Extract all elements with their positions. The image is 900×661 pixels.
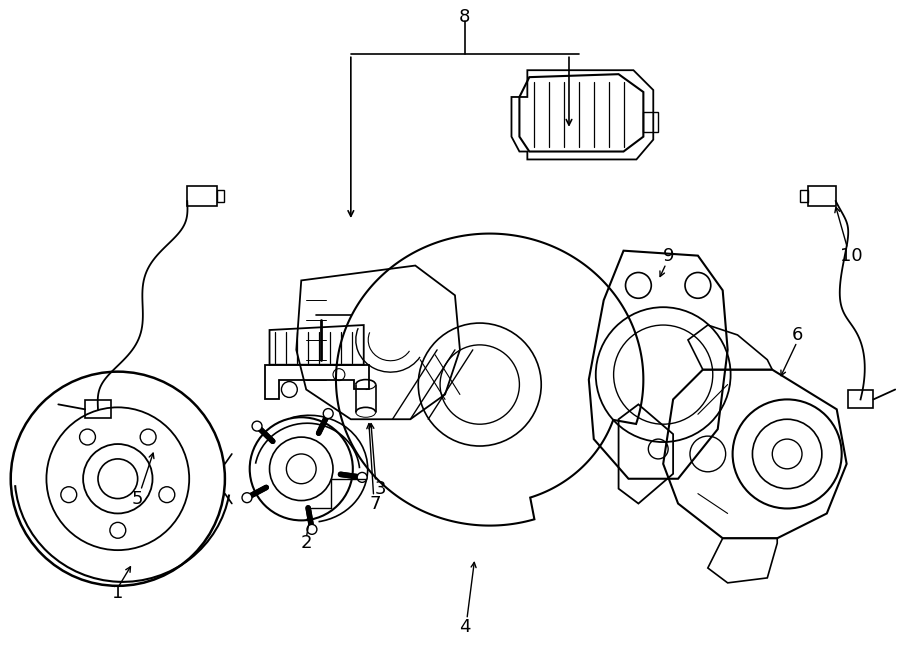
Text: 3: 3 xyxy=(374,480,386,498)
Text: 2: 2 xyxy=(301,534,312,552)
Text: 5: 5 xyxy=(132,490,143,508)
Text: 10: 10 xyxy=(841,247,863,264)
Text: 7: 7 xyxy=(370,494,382,512)
Text: 4: 4 xyxy=(459,619,471,637)
Text: 9: 9 xyxy=(662,247,674,264)
Circle shape xyxy=(357,473,367,483)
Text: 8: 8 xyxy=(459,8,471,26)
Circle shape xyxy=(252,421,262,431)
Text: 6: 6 xyxy=(791,326,803,344)
Circle shape xyxy=(307,524,317,534)
Text: 1: 1 xyxy=(112,584,123,602)
Circle shape xyxy=(242,492,252,502)
Circle shape xyxy=(323,408,333,418)
